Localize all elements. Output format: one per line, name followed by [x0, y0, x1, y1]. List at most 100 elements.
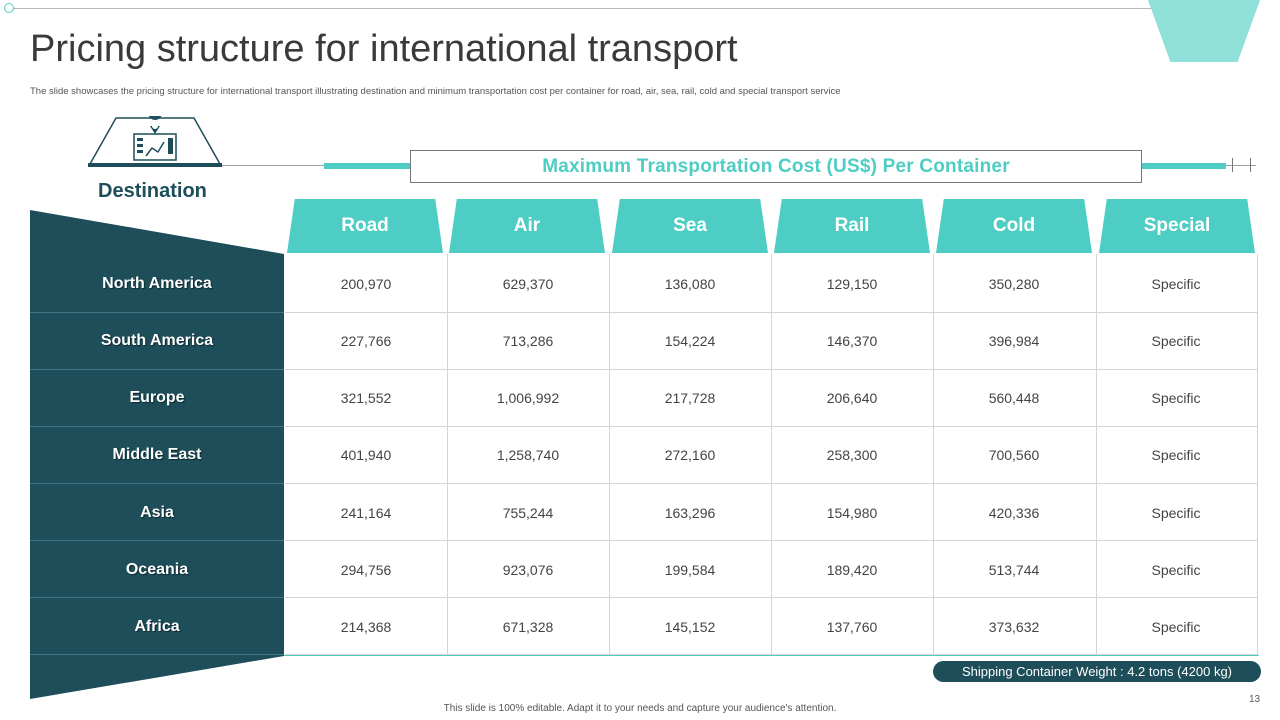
- table-cell: 206,640: [826, 389, 878, 406]
- row-label-oceania: Oceania: [125, 560, 189, 578]
- table-cell: 137,760: [826, 618, 878, 635]
- column-header-special: Special: [1099, 199, 1255, 253]
- grid-vline: [447, 254, 448, 654]
- row-label-europe: Europe: [129, 388, 185, 406]
- row-separator: [30, 654, 284, 655]
- table-cell: 401,940: [340, 446, 392, 463]
- table-row: 241,164 755,244 163,296 154,980 420,336 …: [285, 484, 1257, 541]
- row-label-asia: Asia: [140, 503, 174, 521]
- destination-panel: [30, 210, 284, 699]
- grid-hline: [285, 540, 1257, 541]
- cost-header-box: Maximum Transportation Cost (US$) Per Co…: [410, 150, 1142, 183]
- table-cell: 321,552: [340, 389, 392, 406]
- grid-vline: [1096, 254, 1097, 654]
- slide-footer: This slide is 100% editable. Adapt it to…: [443, 703, 837, 714]
- table-cell: Specific: [1151, 619, 1201, 635]
- data-grid-frame: [285, 254, 1258, 655]
- row-label-south-america: South America: [100, 331, 214, 349]
- corner-hexagon-decoration: [1148, 0, 1260, 62]
- table-cell: 241,164: [340, 504, 392, 521]
- grid-hline: [285, 369, 1257, 370]
- slide-title: Pricing structure for international tran…: [30, 28, 738, 70]
- column-header-rail: Rail: [774, 199, 930, 253]
- destination-label: Destination: [98, 180, 207, 202]
- table-cell: Specific: [1151, 276, 1201, 292]
- table-cell: 1,006,992: [496, 389, 560, 406]
- table-cell: 227,766: [340, 332, 392, 349]
- table-cell: 154,980: [826, 504, 878, 521]
- table-cell: 163,296: [664, 504, 716, 521]
- slide-subtitle: The slide showcases the pricing structur…: [30, 86, 841, 97]
- grid-hline: [285, 312, 1257, 313]
- table-cell: 671,328: [502, 618, 554, 635]
- row-separator: [30, 597, 284, 598]
- table-cell: 755,244: [502, 504, 554, 521]
- table-cell: Specific: [1151, 333, 1201, 349]
- table-cell: 217,728: [664, 389, 716, 406]
- table-cell: 145,152: [664, 618, 716, 635]
- column-header-road: Road: [287, 199, 443, 253]
- cost-header-text: Maximum Transportation Cost (US$) Per Co…: [542, 155, 1010, 177]
- table-cell: Specific: [1151, 447, 1201, 463]
- grid-hline: [285, 597, 1257, 598]
- line-tick: [1232, 158, 1233, 172]
- row-separator: [30, 312, 284, 313]
- table-row: 294,756 923,076 199,584 189,420 513,744 …: [285, 541, 1257, 598]
- grid-vline: [609, 254, 610, 654]
- page-number: 13: [1249, 694, 1261, 705]
- table-cell: 923,076: [502, 561, 554, 578]
- header-accent-right: [1140, 163, 1226, 169]
- row-separator: [30, 426, 284, 427]
- table-row: 227,766 713,286 154,224 146,370 396,984 …: [285, 312, 1257, 369]
- table-cell: 200,970: [340, 275, 392, 292]
- table-row: 214,368 671,328 145,152 137,760 373,632 …: [285, 598, 1257, 655]
- table-cell: 350,280: [988, 275, 1040, 292]
- table-row: 200,970 629,370 136,080 129,150 350,280 …: [285, 255, 1257, 312]
- grid-vline: [933, 254, 934, 654]
- table-cell: 258,300: [826, 446, 878, 463]
- table-cell: 420,336: [988, 504, 1040, 521]
- row-separator: [30, 540, 284, 541]
- table-cell: 700,560: [988, 446, 1040, 463]
- table-cell: 129,150: [826, 275, 878, 292]
- table-cell: 294,756: [340, 561, 392, 578]
- row-label-africa: Africa: [134, 617, 180, 635]
- row-label-middle-east: Middle East: [112, 445, 202, 463]
- top-circle-decoration: [4, 3, 14, 13]
- column-header-cold: Cold: [936, 199, 1092, 253]
- table-cell: 189,420: [826, 561, 878, 578]
- table-cell: Specific: [1151, 505, 1201, 521]
- map-pin-icon: [88, 116, 222, 165]
- table-cell: 136,080: [664, 275, 716, 292]
- row-separator: [30, 369, 284, 370]
- row-label-north-america: North America: [102, 274, 212, 292]
- table-row: 401,940 1,258,740 272,160 258,300 700,56…: [285, 426, 1257, 483]
- table-cell: 146,370: [826, 332, 878, 349]
- table-cell: 1,258,740: [496, 446, 560, 463]
- grid-hline: [285, 426, 1257, 427]
- table-cell: Specific: [1151, 562, 1201, 578]
- table-cell: 154,224: [664, 332, 716, 349]
- table-cell: 272,160: [664, 446, 716, 463]
- table-cell: 214,368: [340, 618, 392, 635]
- table-row: 321,552 1,006,992 217,728 206,640 560,44…: [285, 369, 1257, 426]
- table-cell: 560,448: [988, 389, 1040, 406]
- column-header-air: Air: [449, 199, 605, 253]
- table-cell: 199,584: [664, 561, 716, 578]
- destination-underline: [88, 163, 222, 167]
- table-cell: 629,370: [502, 275, 554, 292]
- row-separator: [30, 483, 284, 484]
- top-divider: [12, 8, 1152, 9]
- table-cell: 396,984: [988, 332, 1040, 349]
- table-cell: 713,286: [502, 332, 554, 349]
- grid-vline: [771, 254, 772, 654]
- container-weight-badge: Shipping Container Weight : 4.2 tons (42…: [933, 661, 1261, 682]
- grid-hline: [285, 483, 1257, 484]
- table-cell: 513,744: [988, 561, 1040, 578]
- column-header-sea: Sea: [612, 199, 768, 253]
- table-cell: 373,632: [988, 618, 1040, 635]
- line-tick: [1250, 158, 1251, 172]
- table-cell: Specific: [1151, 390, 1201, 406]
- table-bottom-accent: [284, 655, 1259, 656]
- header-accent-left: [324, 163, 412, 169]
